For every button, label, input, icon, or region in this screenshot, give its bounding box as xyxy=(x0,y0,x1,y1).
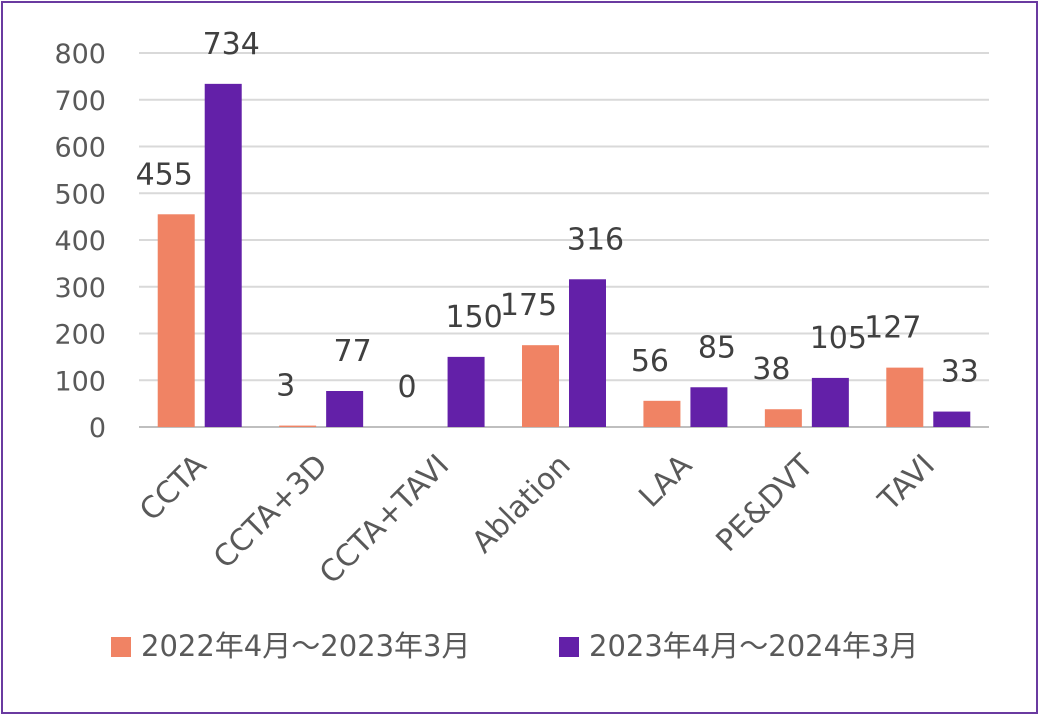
category-label: Ablation xyxy=(465,448,577,560)
legend: 2022年4月～2023年3月 2023年4月～2024年3月 xyxy=(111,629,919,663)
y-tick-label: 700 xyxy=(54,86,106,117)
legend-label: 2022年4月～2023年3月 xyxy=(141,629,471,663)
data-label: 175 xyxy=(500,288,557,323)
bar-ccta-3d-series-1 xyxy=(279,425,317,427)
y-tick-label: 200 xyxy=(54,320,106,351)
data-label: 33 xyxy=(941,355,979,390)
y-tick-label: 600 xyxy=(54,133,106,164)
y-tick-label: 300 xyxy=(54,273,106,304)
data-label: 0 xyxy=(398,370,417,405)
data-label: 105 xyxy=(810,321,867,356)
data-label: 85 xyxy=(698,330,736,365)
legend-swatch xyxy=(559,637,579,657)
category-label: LAA xyxy=(632,448,699,515)
data-label: 77 xyxy=(334,334,372,369)
data-label: 127 xyxy=(864,311,921,346)
gridlines xyxy=(139,52,989,428)
y-tick-label: 100 xyxy=(54,366,106,397)
data-label: 3 xyxy=(276,369,295,404)
category-label: CCTA+TAVI xyxy=(313,448,456,591)
bar-ablation-series-2 xyxy=(569,279,606,427)
y-tick-label: 500 xyxy=(54,179,106,210)
data-label: 56 xyxy=(631,344,669,379)
data-label: 734 xyxy=(203,27,260,62)
data-label: 455 xyxy=(136,157,193,192)
bars xyxy=(157,83,971,427)
category-label: TAVI xyxy=(871,448,942,519)
legend-label: 2023年4月～2024年3月 xyxy=(589,629,919,663)
y-axis-ticks: 0 100 200 300 400 500 600 700 800 xyxy=(54,39,106,444)
category-label: PE&DVT xyxy=(710,447,821,558)
bar-tavi-series-2 xyxy=(933,411,971,427)
bar-laa-series-1 xyxy=(643,400,681,427)
y-tick-label: 400 xyxy=(54,226,106,257)
data-label: 150 xyxy=(445,300,502,335)
data-label: 38 xyxy=(752,352,790,387)
bar-ablation-series-1 xyxy=(522,345,559,427)
y-tick-label: 800 xyxy=(54,39,106,70)
y-tick-label: 0 xyxy=(89,413,106,444)
data-label: 316 xyxy=(567,222,624,257)
category-label: CCTA xyxy=(133,448,214,529)
bar-tavi-series-1 xyxy=(886,367,924,427)
bar-ccta-series-1 xyxy=(157,214,195,427)
bar-ccta-3d-series-2 xyxy=(326,391,364,427)
bar-pe-dvt-series-2 xyxy=(811,377,849,427)
bar-ccta-tavi-series-2 xyxy=(447,356,485,427)
bar-pe-dvt-series-1 xyxy=(764,409,802,427)
bar-laa-series-2 xyxy=(690,387,728,427)
category-label: CCTA+3D xyxy=(207,448,335,576)
legend-swatch xyxy=(111,637,131,657)
bar-ccta-series-2 xyxy=(204,83,242,427)
